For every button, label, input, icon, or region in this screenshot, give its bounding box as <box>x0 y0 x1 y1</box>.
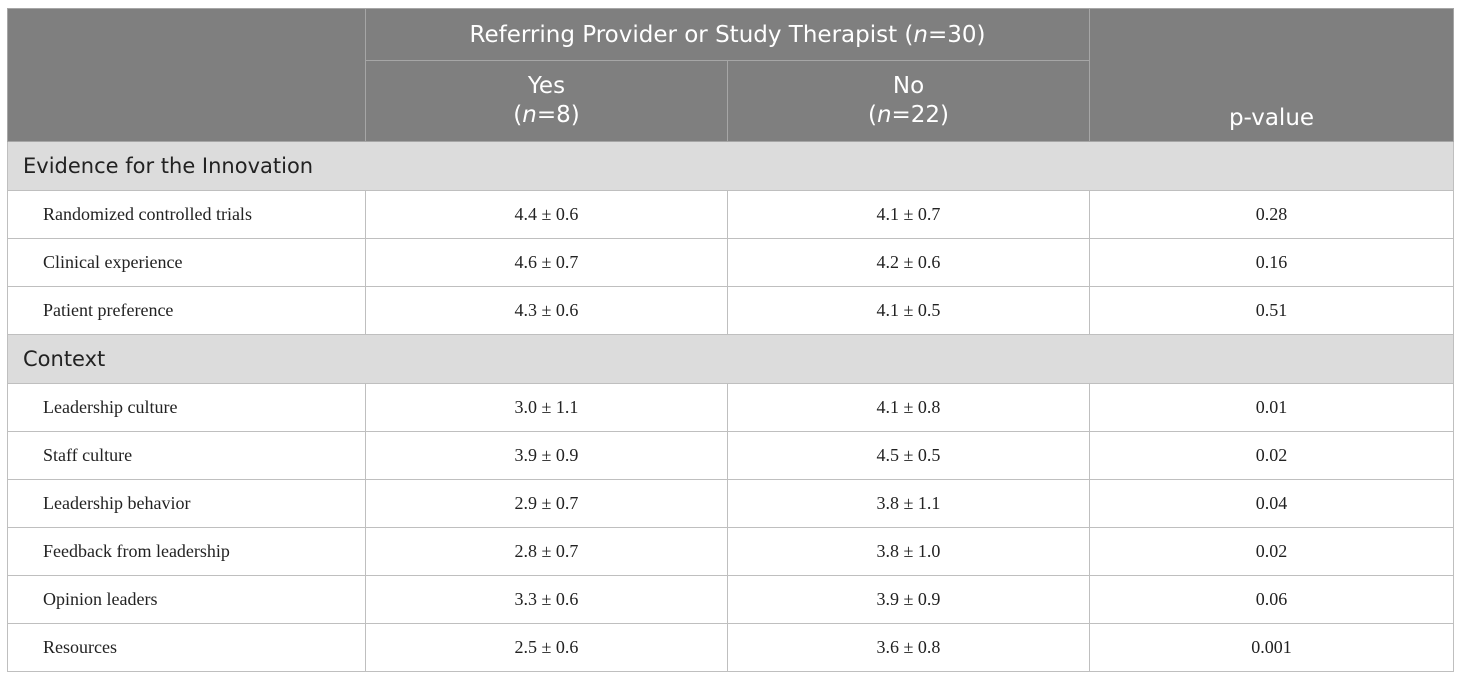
no-value: 3.9 ± 0.9 <box>727 575 1090 624</box>
yes-value: 4.4 ± 0.6 <box>365 190 728 239</box>
header-no-suffix: =22) <box>891 102 950 128</box>
no-value: 3.6 ± 0.8 <box>727 623 1090 672</box>
p-value: 0.02 <box>1089 527 1454 576</box>
table-row: Staff culture 3.9 ± 0.9 4.5 ± 0.5 0.02 <box>7 431 1454 480</box>
header-group-cell: Referring Provider or Study Therapist (n… <box>365 8 1090 61</box>
row-label: Staff culture <box>7 431 366 480</box>
header-no-cell: No (n=22) <box>727 60 1090 142</box>
yes-value: 4.3 ± 0.6 <box>365 286 728 335</box>
p-value: 0.28 <box>1089 190 1454 239</box>
no-value: 4.1 ± 0.7 <box>727 190 1090 239</box>
header-empty-cell <box>7 8 366 142</box>
row-label: Leadership culture <box>7 383 366 432</box>
section-title: Evidence for the Innovation <box>7 141 1454 191</box>
p-value: 0.16 <box>1089 238 1454 287</box>
header-row-columns: Yes (n=8) No (n=22) <box>8 60 1454 142</box>
section-row-evidence: Evidence for the Innovation <box>7 141 1454 191</box>
row-label: Clinical experience <box>7 238 366 287</box>
no-value: 4.1 ± 0.5 <box>727 286 1090 335</box>
header-row-group: Referring Provider or Study Therapist (n… <box>7 8 1454 142</box>
table-row: Feedback from leadership 2.8 ± 0.7 3.8 ±… <box>7 527 1454 576</box>
p-value: 0.001 <box>1089 623 1454 672</box>
header-no-open: ( <box>867 102 877 128</box>
table-row: Opinion leaders 3.3 ± 0.6 3.9 ± 0.9 0.06 <box>7 575 1454 624</box>
table-body: Evidence for the Innovation Randomized c… <box>7 141 1454 672</box>
p-value: 0.01 <box>1089 383 1454 432</box>
header-group-suffix: =30) <box>927 21 986 48</box>
row-label: Randomized controlled trials <box>7 190 366 239</box>
yes-value: 3.0 ± 1.1 <box>365 383 728 432</box>
no-value: 4.2 ± 0.6 <box>727 238 1090 287</box>
no-value: 4.5 ± 0.5 <box>727 431 1090 480</box>
header-group-n: n <box>913 21 928 48</box>
yes-value: 3.3 ± 0.6 <box>365 575 728 624</box>
header-no-n: n <box>876 102 892 128</box>
no-value: 3.8 ± 1.0 <box>727 527 1090 576</box>
p-value: 0.04 <box>1089 479 1454 528</box>
p-value: 0.06 <box>1089 575 1454 624</box>
yes-value: 2.8 ± 0.7 <box>365 527 728 576</box>
header-yes-suffix: =8) <box>536 102 580 128</box>
row-label: Leadership behavior <box>7 479 366 528</box>
no-value: 4.1 ± 0.8 <box>727 383 1090 432</box>
header-yes-open: ( <box>513 102 523 128</box>
yes-value: 4.6 ± 0.7 <box>365 238 728 287</box>
table-row: Patient preference 4.3 ± 0.6 4.1 ± 0.5 0… <box>7 286 1454 335</box>
results-table-container: Referring Provider or Study Therapist (n… <box>7 8 1454 672</box>
table-row: Randomized controlled trials 4.4 ± 0.6 4… <box>7 190 1454 239</box>
header-yes-cell: Yes (n=8) <box>365 60 728 142</box>
table-row: Leadership behavior 2.9 ± 0.7 3.8 ± 1.1 … <box>7 479 1454 528</box>
table-row: Resources 2.5 ± 0.6 3.6 ± 0.8 0.001 <box>7 623 1454 672</box>
table-row: Clinical experience 4.6 ± 0.7 4.2 ± 0.6 … <box>7 238 1454 287</box>
header-group-prefix: Referring Provider or Study Therapist ( <box>469 21 914 48</box>
p-value: 0.02 <box>1089 431 1454 480</box>
row-label: Feedback from leadership <box>7 527 366 576</box>
table-row: Leadership culture 3.0 ± 1.1 4.1 ± 0.8 0… <box>7 383 1454 432</box>
p-value: 0.51 <box>1089 286 1454 335</box>
no-value: 3.8 ± 1.1 <box>727 479 1090 528</box>
yes-value: 2.9 ± 0.7 <box>365 479 728 528</box>
section-title: Context <box>7 334 1454 384</box>
row-label: Patient preference <box>7 286 366 335</box>
results-table: Referring Provider or Study Therapist (n… <box>7 8 1454 672</box>
yes-value: 2.5 ± 0.6 <box>365 623 728 672</box>
header-no-label: No <box>892 73 925 99</box>
section-row-context: Context <box>7 334 1454 384</box>
header-pvalue-cell: p-value <box>1089 8 1454 142</box>
row-label: Opinion leaders <box>7 575 366 624</box>
table-header: Referring Provider or Study Therapist (n… <box>7 8 1454 142</box>
header-yes-label: Yes <box>527 73 566 99</box>
header-yes-n: n <box>522 102 537 128</box>
row-label: Resources <box>7 623 366 672</box>
yes-value: 3.9 ± 0.9 <box>365 431 728 480</box>
